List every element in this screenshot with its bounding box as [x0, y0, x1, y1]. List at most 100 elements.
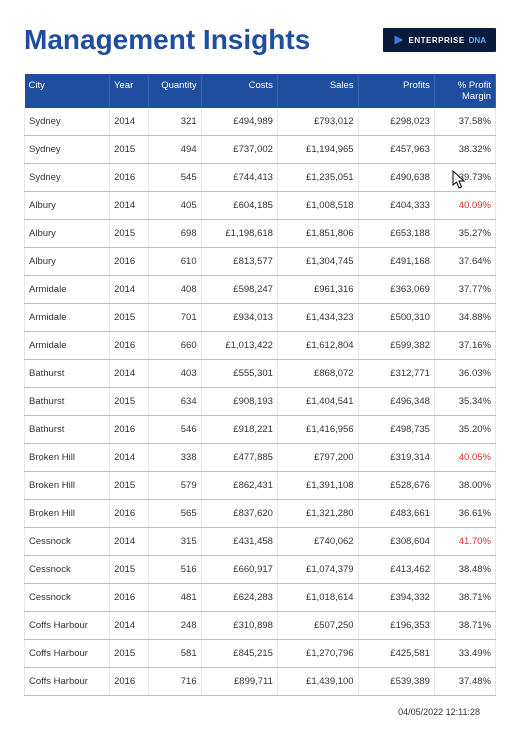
cell-city: Broken Hill [25, 444, 110, 472]
cell-year: 2016 [110, 668, 149, 696]
cell-costs: £477,885 [201, 444, 277, 472]
cell-margin: 37.16% [434, 332, 495, 360]
page-title: Management Insights [24, 24, 310, 56]
cell-year: 2015 [110, 640, 149, 668]
cell-costs: £908,193 [201, 388, 277, 416]
cell-sales: £1,851,806 [277, 220, 358, 248]
col-header: Quantity [149, 74, 201, 108]
cell-margin: 37.58% [434, 108, 495, 136]
cell-profits: £490,638 [358, 164, 434, 192]
cell-city: Broken Hill [25, 500, 110, 528]
cell-costs: £845,215 [201, 640, 277, 668]
cell-year: 2014 [110, 192, 149, 220]
cell-costs: £1,013,422 [201, 332, 277, 360]
col-header: City [25, 74, 110, 108]
cell-costs: £813,577 [201, 248, 277, 276]
cell-year: 2014 [110, 528, 149, 556]
cell-city: Albury [25, 220, 110, 248]
cell-qty: 405 [149, 192, 201, 220]
cell-sales: £740,062 [277, 528, 358, 556]
cell-costs: £918,221 [201, 416, 277, 444]
table-row: Coffs Harbour2014248£310,898£507,250£196… [25, 612, 496, 640]
logo-accent: DNA [469, 36, 486, 45]
table-row: Bathurst2014403£555,301£868,072£312,7713… [25, 360, 496, 388]
cell-city: Cessnock [25, 556, 110, 584]
col-header: Year [110, 74, 149, 108]
cell-sales: £1,018,614 [277, 584, 358, 612]
cell-year: 2015 [110, 388, 149, 416]
cell-year: 2016 [110, 248, 149, 276]
cell-city: Armidale [25, 276, 110, 304]
cell-qty: 546 [149, 416, 201, 444]
cell-margin: 38.32% [434, 136, 495, 164]
cell-qty: 660 [149, 332, 201, 360]
cell-city: Sydney [25, 136, 110, 164]
cell-city: Broken Hill [25, 472, 110, 500]
cell-profits: £498,735 [358, 416, 434, 444]
cell-city: Sydney [25, 108, 110, 136]
cell-sales: £1,235,051 [277, 164, 358, 192]
cell-city: Armidale [25, 332, 110, 360]
cell-qty: 481 [149, 584, 201, 612]
cell-year: 2016 [110, 332, 149, 360]
cell-year: 2015 [110, 472, 149, 500]
col-header: Profits [358, 74, 434, 108]
cell-sales: £961,316 [277, 276, 358, 304]
cell-costs: £494,989 [201, 108, 277, 136]
cell-qty: 248 [149, 612, 201, 640]
cell-profits: £599,382 [358, 332, 434, 360]
cell-qty: 716 [149, 668, 201, 696]
cell-costs: £744,413 [201, 164, 277, 192]
cell-costs: £555,301 [201, 360, 277, 388]
cell-sales: £793,012 [277, 108, 358, 136]
cell-city: Sydney [25, 164, 110, 192]
cell-qty: 579 [149, 472, 201, 500]
cell-city: Bathurst [25, 388, 110, 416]
cell-year: 2014 [110, 276, 149, 304]
cell-costs: £737,002 [201, 136, 277, 164]
cell-margin: 37.48% [434, 668, 495, 696]
table-row: Armidale2014408£598,247£961,316£363,0693… [25, 276, 496, 304]
cell-margin: 36.03% [434, 360, 495, 388]
col-header: Costs [201, 74, 277, 108]
cell-city: Armidale [25, 304, 110, 332]
cell-sales: £1,304,745 [277, 248, 358, 276]
cell-profits: £539,389 [358, 668, 434, 696]
cell-qty: 565 [149, 500, 201, 528]
cell-profits: £196,353 [358, 612, 434, 640]
cell-sales: £1,439,100 [277, 668, 358, 696]
logo-text: ENTERPRISE [409, 36, 465, 45]
cell-margin: 38.71% [434, 584, 495, 612]
table-row: Coffs Harbour2015581£845,215£1,270,796£4… [25, 640, 496, 668]
table-row: Sydney2016545£744,413£1,235,051£490,6383… [25, 164, 496, 192]
cell-sales: £797,200 [277, 444, 358, 472]
cell-profits: £528,676 [358, 472, 434, 500]
cell-profits: £425,581 [358, 640, 434, 668]
cell-profits: £312,771 [358, 360, 434, 388]
cell-margin: 35.20% [434, 416, 495, 444]
report-header: Management Insights ENTERPRISE DNA [24, 24, 496, 56]
cell-city: Coffs Harbour [25, 612, 110, 640]
cell-qty: 321 [149, 108, 201, 136]
cell-costs: £837,620 [201, 500, 277, 528]
table-row: Cessnock2015516£660,917£1,074,379£413,46… [25, 556, 496, 584]
cell-sales: £1,194,965 [277, 136, 358, 164]
table-body: Sydney2014321£494,989£793,012£298,02337.… [25, 108, 496, 696]
logo-mark-icon [393, 34, 405, 46]
cell-profits: £319,314 [358, 444, 434, 472]
cell-year: 2015 [110, 556, 149, 584]
cell-margin: 35.27% [434, 220, 495, 248]
col-header: Sales [277, 74, 358, 108]
cell-sales: £1,612,804 [277, 332, 358, 360]
cell-qty: 545 [149, 164, 201, 192]
cell-city: Coffs Harbour [25, 640, 110, 668]
cell-margin: 38.71% [434, 612, 495, 640]
table-row: Bathurst2016546£918,221£1,416,956£498,73… [25, 416, 496, 444]
cell-costs: £862,431 [201, 472, 277, 500]
cell-qty: 408 [149, 276, 201, 304]
cell-costs: £1,198,618 [201, 220, 277, 248]
cell-profits: £500,310 [358, 304, 434, 332]
cell-sales: £507,250 [277, 612, 358, 640]
cell-margin: 40.05% [434, 444, 495, 472]
cell-profits: £363,069 [358, 276, 434, 304]
